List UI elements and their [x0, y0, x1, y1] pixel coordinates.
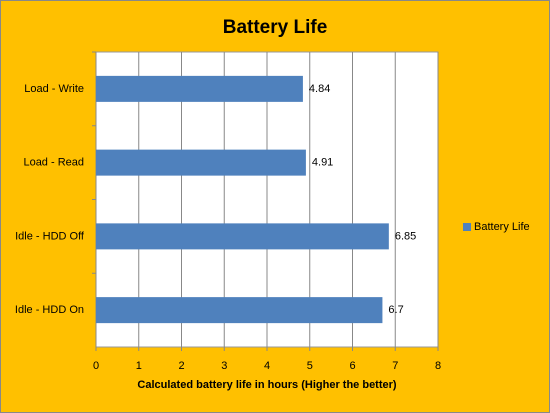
x-tick-label: 8	[435, 360, 441, 372]
bar	[96, 297, 383, 324]
x-tick-label: 6	[349, 360, 355, 372]
y-tick-label: Load - Write	[24, 83, 84, 95]
chart-title: Battery Life	[223, 17, 328, 38]
legend-swatch	[463, 223, 471, 231]
bar	[96, 75, 303, 102]
data-label: 6.7	[388, 304, 403, 316]
x-axis-label: Calculated battery life in hours (Higher…	[137, 379, 396, 391]
y-tick-label: Idle - HDD On	[15, 304, 84, 316]
x-tick-label: 5	[307, 360, 313, 372]
x-tick-label: 7	[392, 360, 398, 372]
x-tick-label: 4	[264, 360, 270, 372]
x-tick-label: 3	[221, 360, 227, 372]
x-tick-label: 1	[136, 360, 142, 372]
y-tick-label: Load - Read	[23, 157, 84, 169]
y-tick-label: Idle - HDD Off	[15, 230, 85, 242]
legend-label: Battery Life	[474, 221, 530, 233]
x-tick-label: 0	[93, 360, 99, 372]
x-tick-label: 2	[178, 360, 184, 372]
data-label: 6.85	[395, 230, 416, 242]
bar	[96, 149, 306, 176]
data-label: 4.84	[309, 83, 330, 95]
data-label: 4.91	[312, 157, 333, 169]
bar	[96, 223, 389, 250]
